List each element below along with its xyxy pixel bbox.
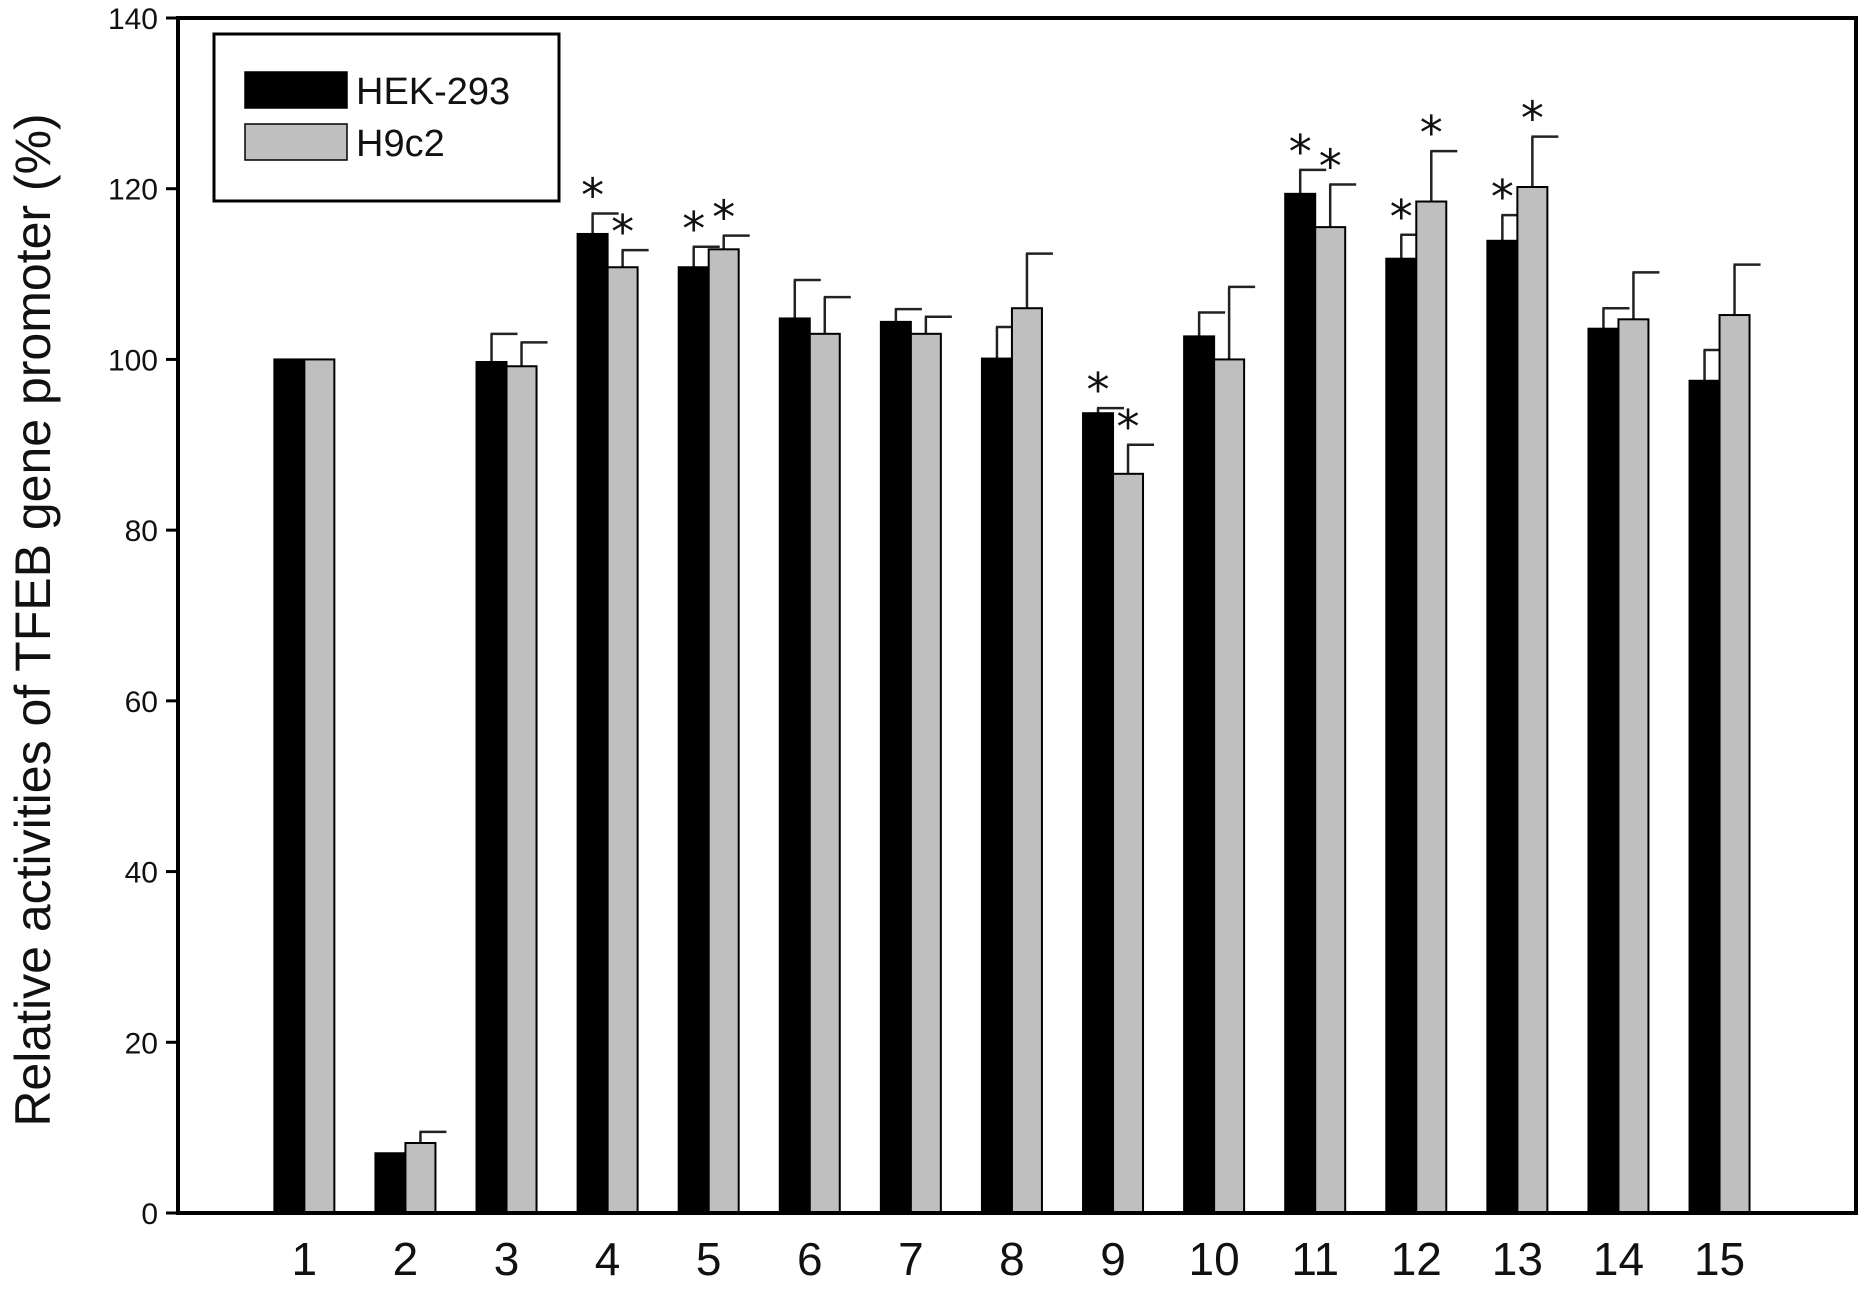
bar: [707, 248, 740, 1214]
bar: [505, 365, 538, 1214]
bar: [1082, 412, 1115, 1215]
significance-marker: *: [1420, 106, 1443, 160]
significance-marker: *: [1087, 363, 1110, 417]
y-axis-label: Relative activities of TFEB gene promote…: [5, 113, 61, 1126]
x-tick-label: 7: [898, 1233, 924, 1285]
bar: [374, 1152, 407, 1214]
x-tick-label: 5: [696, 1233, 722, 1285]
legend-swatch-h9c2: [244, 123, 348, 161]
bar: [1213, 358, 1246, 1214]
x-tick-label: 14: [1593, 1233, 1644, 1285]
bar: [1486, 239, 1519, 1214]
significance-marker: *: [611, 205, 634, 259]
y-tick-label: 140: [108, 3, 158, 36]
bar: [1688, 379, 1721, 1214]
x-tick-label: 12: [1391, 1233, 1442, 1285]
significance-marker: *: [1117, 400, 1140, 454]
significance-marker: *: [712, 191, 735, 245]
y-tick-label: 0: [141, 1198, 158, 1231]
y-tick-label: 120: [108, 174, 158, 207]
bar: [677, 266, 710, 1214]
x-tick-label: 1: [292, 1233, 318, 1285]
bar: [980, 357, 1013, 1214]
bar: [404, 1142, 437, 1215]
x-tick-label: 13: [1492, 1233, 1543, 1285]
bar: [1415, 200, 1448, 1214]
y-tick-label: 20: [125, 1027, 158, 1060]
legend: HEK-293 H9c2: [212, 32, 561, 203]
significance-marker: *: [581, 168, 604, 222]
significance-marker: *: [682, 202, 705, 256]
x-tick-label: 2: [393, 1233, 419, 1285]
bar: [1385, 257, 1418, 1214]
bar: [808, 332, 841, 1215]
x-tick-label: 4: [595, 1233, 621, 1285]
bar: [1010, 307, 1043, 1214]
x-tick-label: 8: [999, 1233, 1025, 1285]
bar: [1617, 318, 1650, 1214]
bar: [1516, 186, 1549, 1214]
significance-marker: *: [1491, 170, 1514, 224]
bar: [1183, 335, 1216, 1214]
bar: [778, 317, 811, 1214]
x-tick-label: 11: [1291, 1233, 1339, 1285]
bar: [475, 360, 508, 1215]
significance-marker: *: [1521, 92, 1544, 146]
y-tick-label: 100: [108, 344, 158, 377]
x-tick-label: 6: [797, 1233, 823, 1285]
bar: [1284, 192, 1317, 1215]
legend-box: [212, 32, 561, 203]
bar: [909, 332, 942, 1215]
x-tick-label: 10: [1189, 1233, 1240, 1285]
bar: [1587, 327, 1620, 1214]
x-tick-label: 9: [1100, 1233, 1126, 1285]
plot-frame: [176, 16, 1858, 1215]
significance-marker: *: [1289, 125, 1312, 179]
x-tick-label: 3: [494, 1233, 520, 1285]
bar: [879, 320, 912, 1215]
significance-marker: *: [1390, 190, 1413, 244]
y-tick-label: 60: [125, 686, 158, 719]
bar: [1718, 314, 1751, 1214]
bar: [1314, 226, 1347, 1214]
significance-marker: *: [1319, 139, 1342, 193]
bar: [303, 358, 336, 1214]
bar: [606, 266, 639, 1214]
legend-label-hek293: HEK-293: [356, 71, 510, 113]
bar: [273, 358, 306, 1214]
x-tick-label: 15: [1694, 1233, 1745, 1285]
bar: [1112, 472, 1145, 1214]
y-tick-label: 40: [125, 857, 158, 890]
legend-swatch-hek293: [244, 71, 348, 109]
legend-label-h9c2: H9c2: [356, 123, 445, 165]
y-tick-label: 80: [125, 515, 158, 548]
bar: [576, 232, 609, 1215]
